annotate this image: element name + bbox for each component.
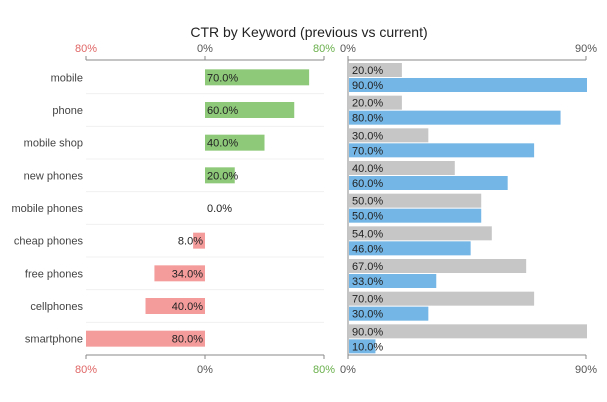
change-value-label: 0.0% — [207, 203, 232, 215]
change-value-label: 40.0% — [207, 138, 238, 150]
change-axis-top-max-label: 80% — [313, 43, 335, 55]
current-bar — [349, 241, 471, 256]
change-value-label: 80.0% — [172, 334, 203, 346]
previous-bar — [349, 161, 455, 175]
current-value-label: 50.0% — [352, 211, 383, 223]
previous-value-label: 20.0% — [352, 98, 383, 110]
category-label: mobile — [51, 72, 83, 84]
previous-value-label: 40.0% — [352, 163, 383, 175]
chart-title: CTR by Keyword (previous vs current) — [190, 24, 427, 40]
change-value-label: 20.0% — [207, 170, 238, 182]
grid-layer — [85, 56, 587, 359]
change-axis-top-min-label: 80% — [75, 43, 97, 55]
current-bar — [349, 274, 437, 288]
current-bar — [349, 208, 482, 223]
category-label: cellphones — [30, 301, 83, 313]
category-label: cheap phones — [14, 236, 84, 248]
change-axis-bottom-min-label: 80% — [75, 364, 97, 376]
current-value-label: 80.0% — [352, 113, 383, 125]
previous-value-label: 54.0% — [352, 228, 383, 240]
previous-value-label: 70.0% — [352, 294, 383, 306]
previous-bar — [349, 63, 402, 77]
change-bar — [193, 232, 205, 249]
comparison-axis-top-max-label: 90% — [575, 43, 597, 55]
category-label: free phones — [25, 268, 84, 280]
category-label: mobile shop — [24, 138, 83, 150]
previous-value-label: 67.0% — [352, 261, 383, 273]
change-value-label: 40.0% — [172, 301, 203, 313]
current-bar — [349, 143, 535, 158]
change-value-label: 70.0% — [207, 72, 238, 84]
previous-value-label: 90.0% — [352, 326, 383, 338]
current-bar — [349, 339, 376, 354]
current-bar — [349, 306, 429, 321]
current-value-label: 70.0% — [352, 145, 383, 157]
change-bar — [86, 330, 205, 347]
previous-bar — [349, 291, 535, 306]
comparison-axis-bottom-max-label: 90% — [575, 364, 597, 376]
category-label: mobile phones — [11, 203, 83, 215]
change-axis-bottom-max-label: 80% — [313, 364, 335, 376]
change-bar — [154, 265, 205, 282]
change-bar — [205, 134, 265, 151]
previous-bar — [349, 128, 429, 143]
change-axis-bottom-zero-label: 0% — [197, 364, 213, 376]
category-labels: mobile phone mobile shop new phones mobile p… — [11, 72, 83, 345]
current-value-label: 10.0% — [352, 341, 383, 353]
change-bar — [205, 102, 295, 118]
previous-value-label: 20.0% — [352, 65, 383, 77]
change-bar — [205, 167, 235, 184]
change-value-label: 34.0% — [172, 268, 203, 280]
current-bar — [349, 78, 587, 92]
current-value-label: 30.0% — [352, 309, 383, 321]
previous-value-label: 50.0% — [352, 196, 383, 208]
change-axis-top-zero-label: 0% — [197, 43, 213, 55]
category-label: phone — [52, 105, 83, 117]
current-value-label: 46.0% — [352, 243, 383, 255]
comparison-panel: 20.0% 90.0% 20.0% 80.0% 30.0% 70.0% 40.0% 60.0%… — [349, 63, 587, 354]
current-value-label: 60.0% — [352, 178, 383, 190]
previous-bar — [349, 324, 587, 339]
change-bar — [205, 69, 310, 86]
change-value-label: 60.0% — [207, 105, 238, 117]
previous-bar — [349, 226, 492, 241]
change-value-label: 8.0% — [178, 236, 203, 248]
comparison-axis-bottom-min-label: 0% — [340, 364, 356, 376]
current-bar — [349, 110, 561, 125]
category-label: smartphone — [25, 334, 83, 346]
previous-bar — [349, 193, 482, 208]
current-bar — [349, 176, 508, 190]
previous-value-label: 30.0% — [352, 130, 383, 142]
previous-bar — [349, 95, 402, 110]
comparison-axis-top-min-label: 0% — [340, 43, 356, 55]
current-value-label: 90.0% — [352, 80, 383, 92]
change-bar — [145, 298, 205, 314]
previous-bar — [349, 259, 527, 273]
category-label: new phones — [24, 170, 84, 182]
change-panel: 70.0% 60.0% 40.0% 20.0% 0.0% 8.0% 34.0% 40.0% 80… — [86, 69, 310, 347]
current-value-label: 33.0% — [352, 276, 383, 288]
